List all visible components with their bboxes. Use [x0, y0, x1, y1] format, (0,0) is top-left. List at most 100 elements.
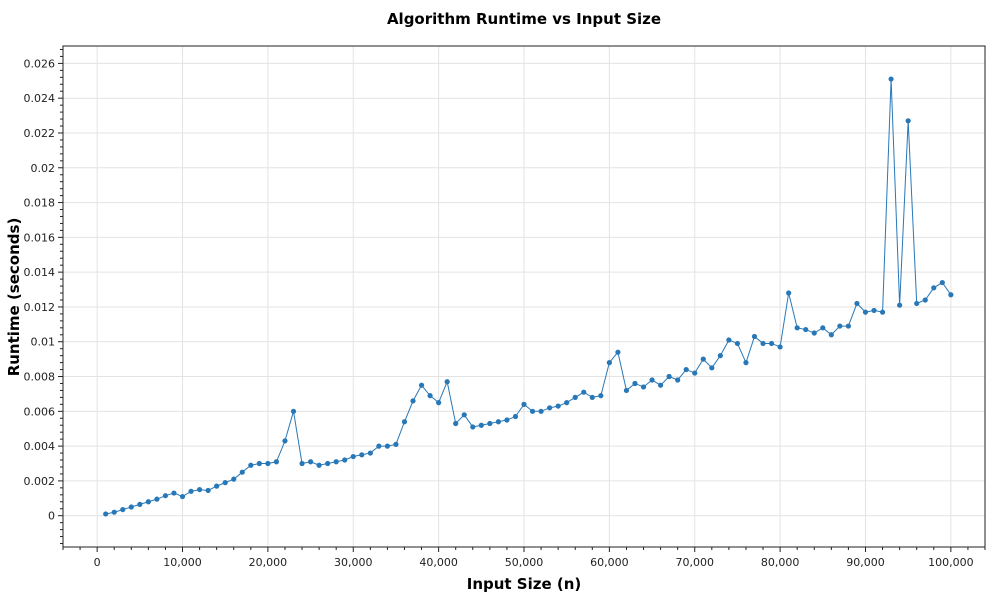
data-point	[128, 504, 134, 510]
y-tick-label: 0.026	[24, 57, 56, 70]
data-point	[581, 389, 587, 395]
y-tick-label: 0.02	[31, 162, 56, 175]
y-axis-label: Runtime (seconds)	[5, 218, 23, 377]
data-point	[299, 460, 305, 467]
data-point	[470, 424, 476, 430]
x-tick-label: 20,000	[249, 556, 288, 569]
y-tick-label: 0.012	[24, 301, 56, 314]
axes-layer: 0 10,000 20,000 30,000 40,000 50,000 60,000 70,…	[24, 45, 986, 569]
data-point	[359, 452, 365, 458]
data-point	[179, 493, 186, 500]
series-layer	[105, 79, 952, 515]
data-point	[632, 380, 638, 387]
data-point	[248, 462, 254, 468]
data-point	[879, 309, 886, 315]
chart-title: Algorithm Runtime vs Input Size	[387, 10, 661, 28]
y-tick-label: 0.004	[24, 440, 56, 453]
data-point	[154, 496, 160, 502]
data-point	[393, 441, 399, 447]
data-point	[743, 360, 749, 366]
data-point	[342, 457, 348, 463]
data-point	[794, 325, 800, 331]
data-point	[845, 323, 852, 329]
data-point	[598, 393, 604, 399]
data-point	[205, 487, 211, 494]
data-point	[717, 353, 723, 359]
runtime-series-line	[105, 79, 952, 515]
data-point	[734, 340, 741, 347]
y-tick-label: 0.014	[24, 266, 56, 279]
data-point	[709, 365, 715, 371]
data-point	[922, 297, 928, 303]
x-tick-label: 0	[94, 556, 101, 569]
x-tick-label: 70,000	[675, 556, 714, 569]
data-point	[623, 387, 630, 394]
x-tick-label: 60,000	[590, 556, 629, 569]
data-point	[751, 333, 758, 340]
data-point	[871, 307, 877, 314]
data-point	[768, 340, 775, 347]
data-point	[905, 118, 911, 124]
data-point	[188, 488, 194, 494]
y-tick-label: 0.006	[24, 405, 56, 418]
data-point	[529, 408, 536, 414]
data-point	[145, 499, 151, 505]
data-point	[931, 285, 937, 291]
data-point	[214, 483, 220, 489]
data-point	[692, 370, 698, 376]
data-point	[290, 408, 297, 414]
data-point	[521, 401, 527, 407]
data-point	[162, 493, 169, 499]
x-tick-label: 80,000	[761, 556, 800, 569]
data-point	[512, 413, 519, 420]
data-point	[777, 344, 783, 350]
y-tick-label: 0.008	[24, 371, 56, 384]
data-point	[265, 460, 271, 467]
data-point	[316, 462, 322, 468]
data-point	[786, 290, 792, 296]
x-tick-label: 90,000	[846, 556, 885, 569]
data-point	[436, 400, 442, 406]
data-point	[897, 302, 903, 308]
data-point	[854, 300, 860, 307]
data-point	[103, 511, 109, 517]
y-tick-label: 0.024	[24, 92, 56, 105]
data-point	[939, 279, 945, 286]
data-point	[615, 349, 621, 355]
data-point	[538, 408, 544, 414]
y-tick-label: 0.002	[24, 475, 56, 488]
y-tick-label: 0.016	[24, 231, 56, 244]
grid-layer	[63, 46, 985, 547]
data-point	[820, 325, 826, 331]
data-point	[948, 292, 954, 298]
y-tick-label: 0.018	[24, 197, 56, 210]
marker-layer	[103, 76, 954, 517]
data-point	[837, 323, 843, 329]
data-point	[914, 300, 920, 307]
data-point	[222, 480, 228, 486]
data-point	[333, 459, 339, 465]
data-point	[137, 501, 143, 507]
data-point	[504, 417, 510, 423]
x-tick-label: 40,000	[419, 556, 458, 569]
data-point	[384, 443, 391, 449]
data-point	[111, 509, 117, 515]
data-point	[273, 459, 280, 465]
data-point	[649, 377, 655, 383]
x-axis-label: Input Size (n)	[467, 575, 582, 593]
data-point	[307, 459, 314, 465]
data-point	[700, 356, 706, 362]
data-point	[572, 394, 578, 400]
data-point	[675, 377, 681, 383]
data-point	[760, 340, 766, 347]
data-point	[171, 490, 177, 496]
data-point	[495, 419, 501, 425]
y-tick-label: 0.01	[31, 336, 56, 349]
data-point	[478, 422, 484, 428]
data-point	[282, 438, 288, 444]
data-point	[862, 309, 869, 315]
y-tick-label: 0	[48, 510, 55, 523]
data-point	[120, 506, 126, 513]
y-tick-label: 0.022	[24, 127, 56, 140]
